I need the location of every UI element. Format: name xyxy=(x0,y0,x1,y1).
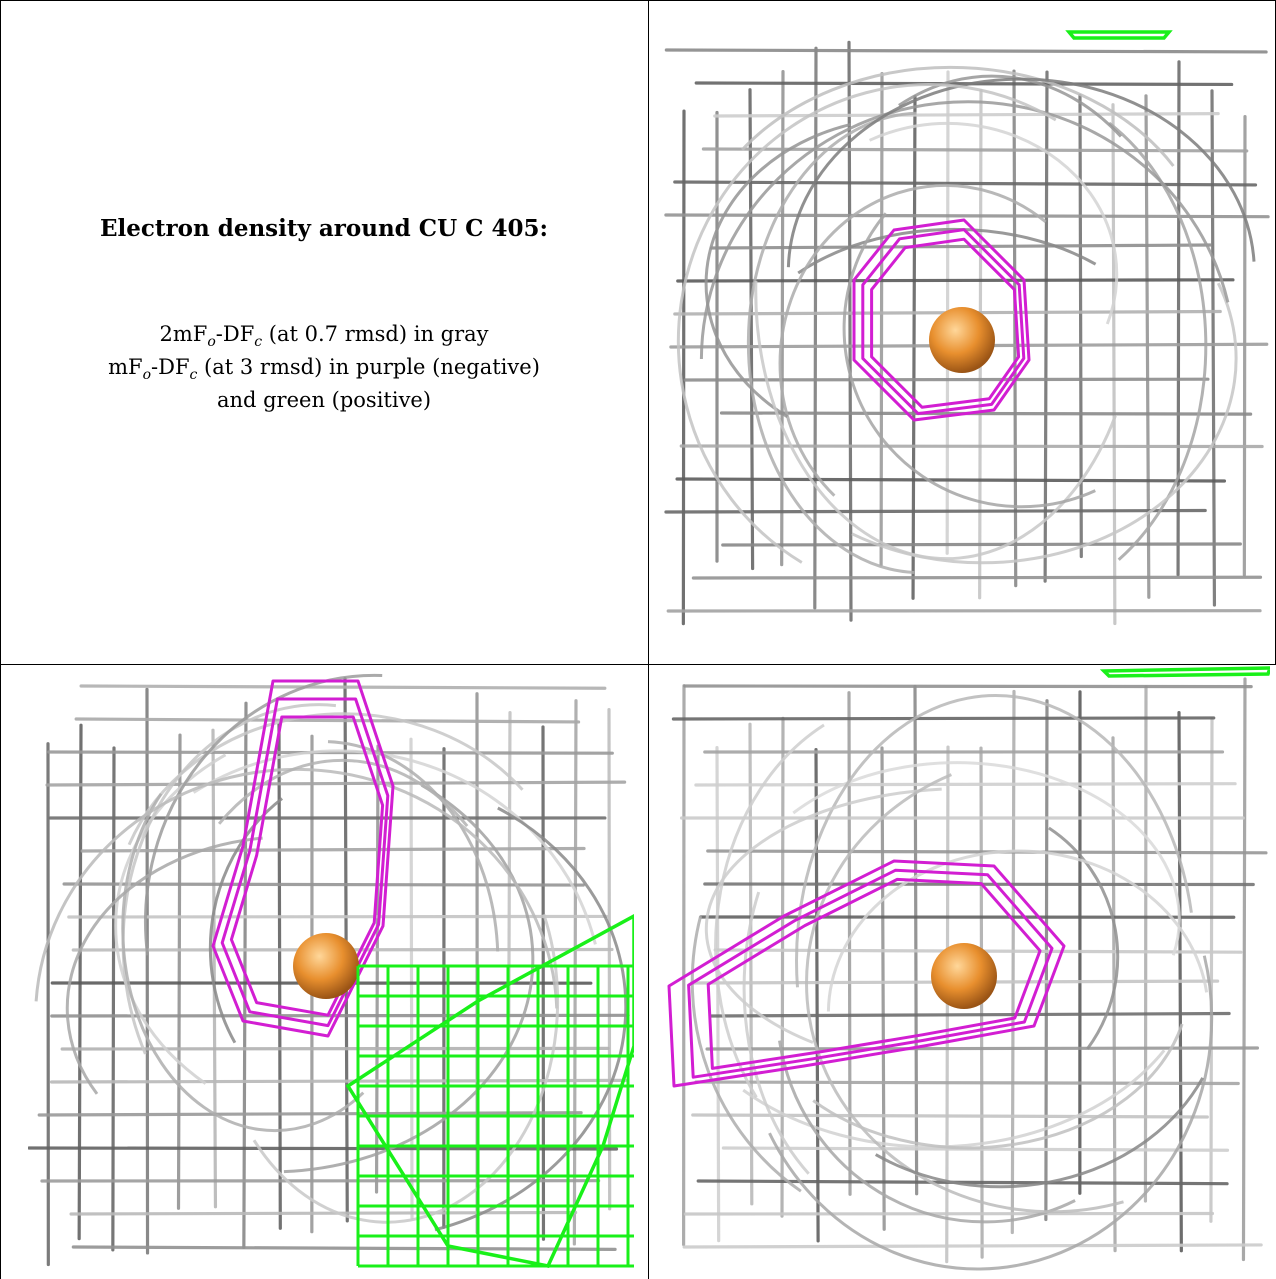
figure-title: Electron density around CU C 405: xyxy=(100,215,548,242)
view-3-negative-density xyxy=(667,859,1066,1088)
density-view-1 xyxy=(664,30,1270,636)
view-2-copper-atom xyxy=(293,933,359,999)
view-1-gray-mesh xyxy=(664,40,1270,626)
legend-line-fofc: mFo-DFc (at 3 rmsd) in purple (negative) xyxy=(108,355,540,384)
legend-line-positive: and green (positive) xyxy=(216,388,432,412)
map-legend: 2mFo-DFc (at 0.7 rmsd) in gray mFo-DFc (… xyxy=(0,318,648,417)
legend-panel: Electron density around CU C 405: 2mFo-D… xyxy=(0,0,648,664)
left-border xyxy=(0,0,1,1279)
view-2-positive-density xyxy=(345,914,634,1268)
density-view-3-svg xyxy=(667,666,1270,1271)
density-view-2-svg xyxy=(28,673,634,1268)
density-view-1-svg xyxy=(664,30,1270,626)
view-1-positive-density xyxy=(1065,30,1173,40)
middle-divider xyxy=(0,664,1276,665)
view-1-copper-atom xyxy=(929,307,995,373)
top-border xyxy=(0,0,1276,1)
center-divider xyxy=(648,0,649,1279)
view-3-positive-density xyxy=(1099,666,1270,678)
view-3-copper-atom xyxy=(931,943,997,1009)
density-view-3 xyxy=(664,666,1270,1272)
view-2-negative-density xyxy=(211,679,395,1038)
density-view-2 xyxy=(28,666,634,1272)
view-2-gray-mesh xyxy=(28,673,630,1267)
legend-line-2fofc: 2mFo-DFc (at 0.7 rmsd) in gray xyxy=(159,322,489,351)
view-1-negative-density xyxy=(852,218,1031,422)
